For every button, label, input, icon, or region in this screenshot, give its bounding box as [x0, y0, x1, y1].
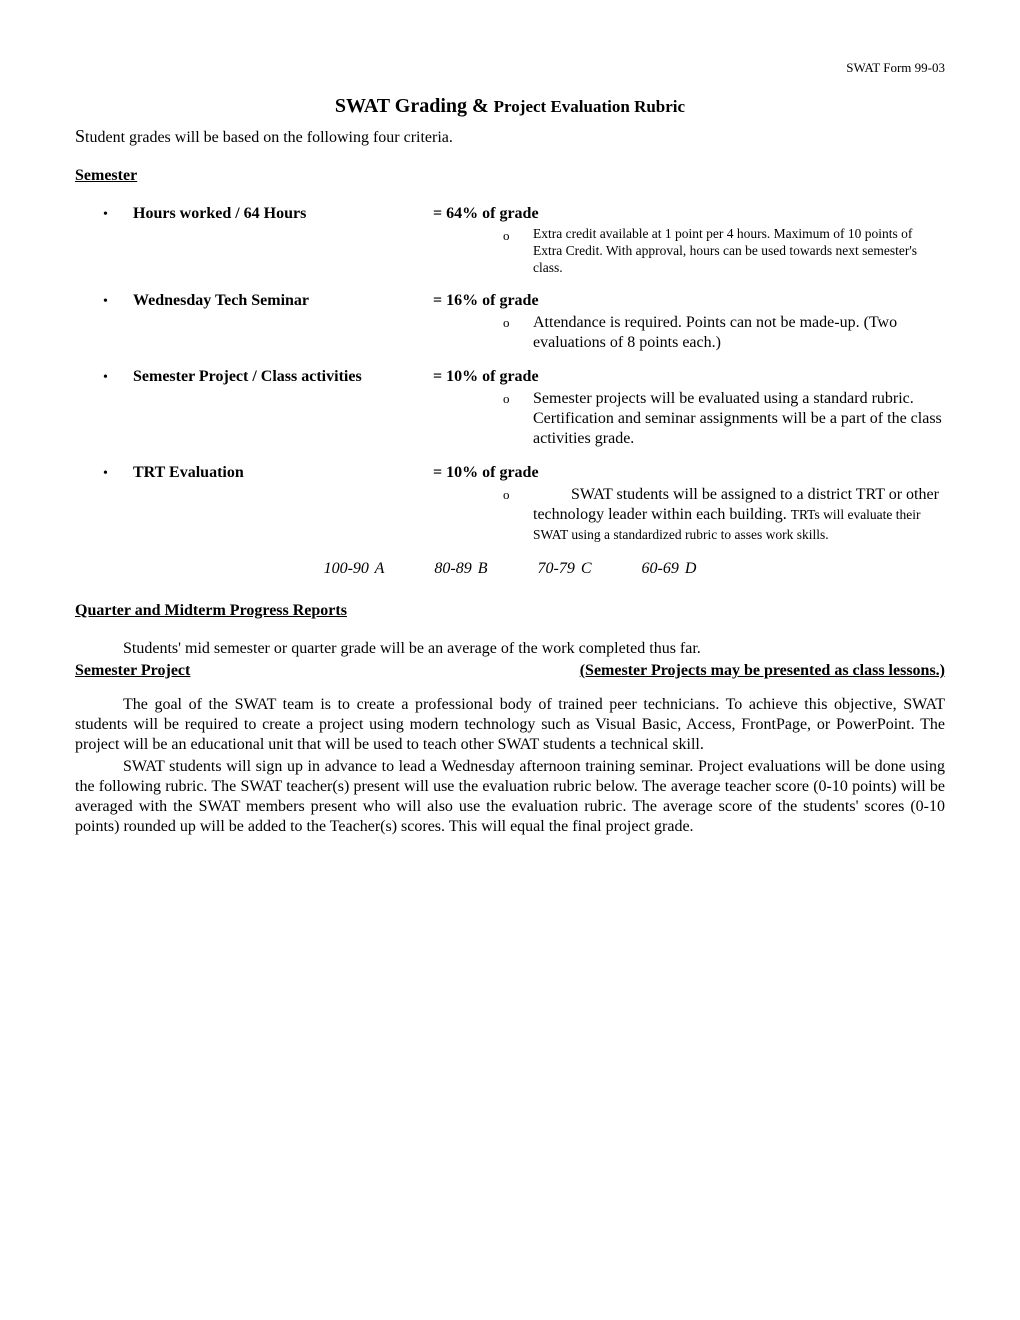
project-paragraph-1: The goal of the SWAT team is to create a…: [75, 695, 945, 755]
criterion-project: • Semester Project / Class activities = …: [103, 367, 945, 449]
criterion-row: • Wednesday Tech Seminar = 16% of grade: [103, 291, 945, 311]
criterion-percent: = 10% of grade: [433, 463, 539, 483]
criterion-sub-text: SWAT students will be assigned to a dist…: [533, 485, 945, 545]
criterion-hours: • Hours worked / 64 Hours = 64% of grade…: [103, 204, 945, 277]
criterion-sub-text: Attendance is required. Points can not b…: [533, 313, 945, 353]
criterion-sub: o Attendance is required. Points can not…: [503, 313, 945, 353]
criterion-row: • Semester Project / Class activities = …: [103, 367, 945, 387]
grade-c: 70-79 C: [538, 560, 592, 577]
grade-b: 80-89 B: [434, 560, 487, 577]
criterion-percent: = 16% of grade: [433, 291, 539, 311]
grade-d: 60-69 D: [642, 560, 697, 577]
form-id: SWAT Form 99-03: [75, 60, 945, 76]
criterion-row: • Hours worked / 64 Hours = 64% of grade: [103, 204, 945, 224]
criterion-sub: o Extra credit available at 1 point per …: [503, 226, 945, 277]
quarter-text: Students' mid semester or quarter grade …: [75, 639, 945, 659]
project-header: Semester Project (Semester Projects may …: [75, 661, 945, 681]
criterion-seminar: • Wednesday Tech Seminar = 16% of grade …: [103, 291, 945, 353]
criterion-row: • TRT Evaluation = 10% of grade: [103, 463, 945, 483]
quarter-heading: Quarter and Midterm Progress Reports: [75, 601, 945, 621]
criterion-percent: = 10% of grade: [433, 367, 539, 387]
title-sub: Project Evaluation Rubric: [494, 97, 685, 116]
grade-scale: 100-90 A 80-89 B 70-79 C 60-69 D: [75, 559, 945, 579]
criterion-label: Hours worked / 64 Hours: [133, 204, 433, 224]
criterion-label: Wednesday Tech Seminar: [133, 291, 433, 311]
sub-bullet-icon: o: [503, 226, 533, 277]
project-paragraph-2: SWAT students will sign up in advance to…: [75, 757, 945, 837]
criterion-sub-text: Semester projects will be evaluated usin…: [533, 389, 945, 449]
project-heading-right: (Semester Projects may be presented as c…: [580, 661, 945, 681]
criterion-label: Semester Project / Class activities: [133, 367, 433, 387]
criterion-sub-text: Extra credit available at 1 point per 4 …: [533, 226, 945, 277]
sub-bullet-icon: o: [503, 485, 533, 545]
criterion-label: TRT Evaluation: [133, 463, 433, 483]
semester-heading: Semester: [75, 166, 945, 186]
intro-line: Student grades will be based on the foll…: [75, 125, 945, 148]
bullet-icon: •: [103, 369, 133, 387]
grade-a: 100-90 A: [324, 560, 385, 577]
bullet-icon: •: [103, 465, 133, 483]
criterion-sub: o Semester projects will be evaluated us…: [503, 389, 945, 449]
sub-bullet-icon: o: [503, 389, 533, 449]
criterion-sub: o SWAT students will be assigned to a di…: [503, 485, 945, 545]
title-main: SWAT Grading &: [335, 95, 494, 117]
page-title: SWAT Grading & Project Evaluation Rubric: [75, 94, 945, 119]
bullet-icon: •: [103, 206, 133, 224]
intro-first-letter: S: [75, 126, 85, 146]
project-heading-left: Semester Project: [75, 661, 190, 681]
intro-rest: tudent grades will be based on the follo…: [85, 129, 453, 146]
bullet-icon: •: [103, 293, 133, 311]
criterion-trt: • TRT Evaluation = 10% of grade o SWAT s…: [103, 463, 945, 545]
sub-bullet-icon: o: [503, 313, 533, 353]
criterion-percent: = 64% of grade: [433, 204, 539, 224]
